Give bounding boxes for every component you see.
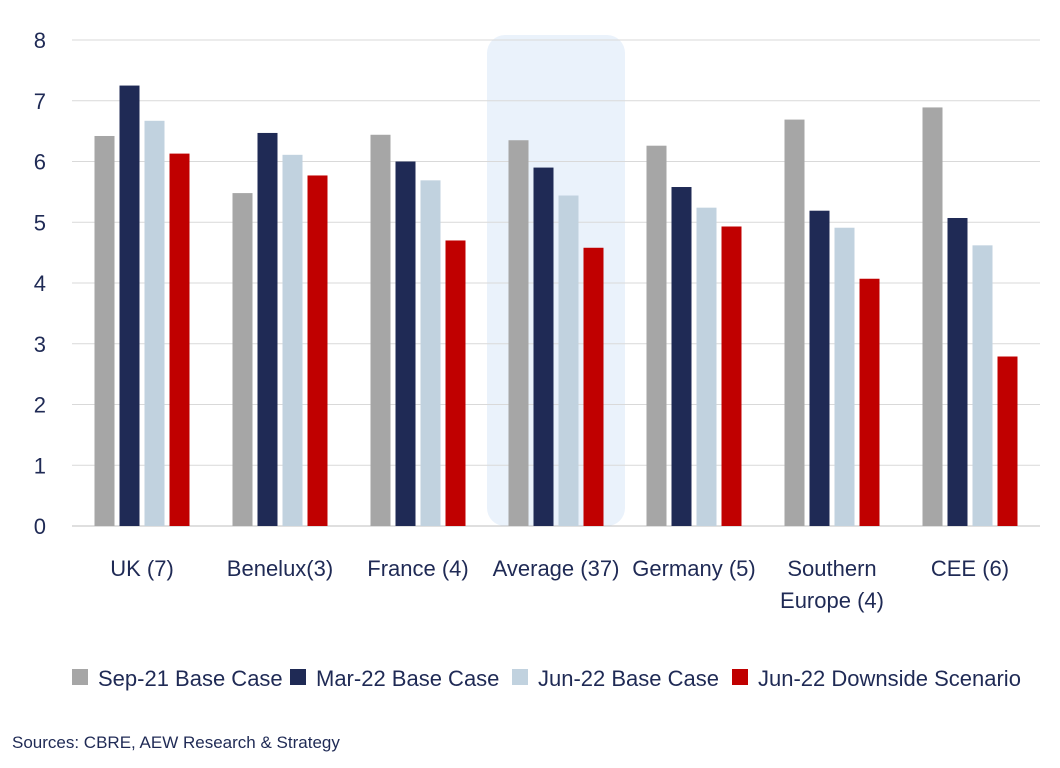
y-tick-label: 6 [34,150,46,175]
x-category-label: CEE (6) [931,556,1009,581]
legend-label: Sep-21 Base Case [98,666,283,691]
x-category-label: Southern [787,556,876,581]
x-category-label: Average (37) [493,556,620,581]
x-category-label: Germany (5) [632,556,755,581]
bar [144,120,165,527]
y-tick-label: 1 [34,453,46,478]
legend-swatch [512,669,528,685]
x-category-label: Benelux(3) [227,556,333,581]
bar [94,135,115,527]
bar [533,167,554,526]
y-tick-label: 5 [34,210,46,235]
x-category-label: UK (7) [110,556,174,581]
y-tick-label: 4 [34,271,46,296]
bar [859,278,880,526]
bar-chart: 0 1 2 3 4 5 6 7 8 UK (7) Benelux(3) France (4) Aver… [34,28,1040,691]
y-tick-label: 8 [34,28,46,53]
average-highlight [487,35,625,526]
bar [809,210,830,526]
x-category-label: Europe (4) [780,588,884,613]
bar [445,240,466,526]
bar [997,356,1018,526]
bar [922,107,943,527]
legend-label: Jun-22 Base Case [538,666,719,691]
bar [671,187,692,526]
y-tick-label: 7 [34,89,46,114]
bar [370,134,391,526]
bar [169,153,190,527]
bar [282,154,303,526]
legend-label: Mar-22 Base Case [316,666,499,691]
bar [696,207,717,527]
bar [257,132,278,526]
source-note: Sources: CBRE, AEW Research & Strategy [12,733,340,752]
legend-label: Jun-22 Downside Scenario [758,666,1021,691]
x-category-label: France (4) [367,556,468,581]
bar [784,119,805,527]
y-tick-label: 2 [34,393,46,418]
legend-swatch [732,669,748,685]
bar [583,247,604,526]
legend-swatch [72,669,88,685]
bar [508,140,529,527]
bar [119,85,140,526]
bar [834,227,855,526]
bar [972,245,993,526]
legend-swatch [290,669,306,685]
bar [307,175,328,526]
bar [721,226,742,526]
bar [646,145,667,526]
bar [395,161,416,526]
bar [558,195,579,526]
bar [947,217,968,526]
bar [232,193,253,526]
y-tick-label: 0 [34,514,46,539]
y-tick-label: 3 [34,332,46,357]
bar [420,180,441,526]
